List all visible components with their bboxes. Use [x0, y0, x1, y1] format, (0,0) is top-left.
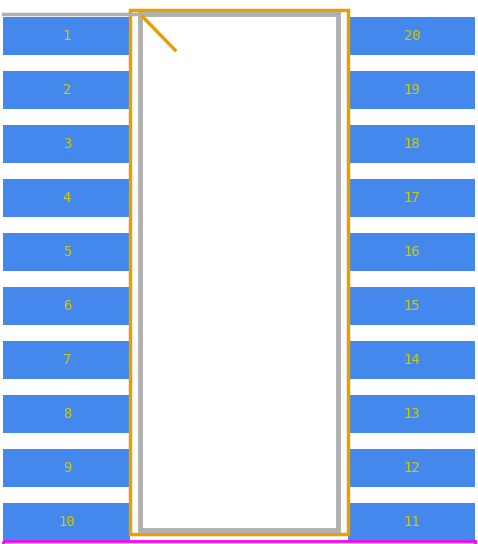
- Bar: [348, 503, 475, 541]
- Text: 3: 3: [63, 137, 71, 151]
- Bar: [348, 125, 475, 163]
- Text: 19: 19: [403, 83, 420, 97]
- Bar: [140, 14, 338, 530]
- Text: 5: 5: [63, 245, 71, 259]
- Bar: [3, 449, 130, 487]
- Bar: [348, 341, 475, 379]
- Text: 14: 14: [403, 353, 420, 367]
- Text: 13: 13: [403, 407, 420, 421]
- Text: 4: 4: [63, 191, 71, 205]
- Text: 1: 1: [63, 29, 71, 43]
- Text: 12: 12: [403, 461, 420, 475]
- Bar: [3, 341, 130, 379]
- Bar: [3, 395, 130, 433]
- Text: 6: 6: [63, 299, 71, 313]
- Text: 11: 11: [403, 515, 420, 529]
- Bar: [3, 71, 130, 109]
- Bar: [3, 287, 130, 325]
- Text: 18: 18: [403, 137, 420, 151]
- Bar: [348, 17, 475, 55]
- Bar: [348, 179, 475, 217]
- Text: 16: 16: [403, 245, 420, 259]
- Bar: [348, 287, 475, 325]
- Text: 10: 10: [59, 515, 76, 529]
- Text: 15: 15: [403, 299, 420, 313]
- Bar: [3, 179, 130, 217]
- Text: 2: 2: [63, 83, 71, 97]
- Bar: [3, 17, 130, 55]
- Text: 7: 7: [63, 353, 71, 367]
- Bar: [130, 10, 348, 534]
- Bar: [348, 449, 475, 487]
- Bar: [3, 503, 130, 541]
- Bar: [348, 233, 475, 271]
- Text: 9: 9: [63, 461, 71, 475]
- Text: 8: 8: [63, 407, 71, 421]
- Bar: [348, 71, 475, 109]
- Bar: [3, 125, 130, 163]
- Text: 20: 20: [403, 29, 420, 43]
- Text: 17: 17: [403, 191, 420, 205]
- Bar: [348, 395, 475, 433]
- Bar: [3, 233, 130, 271]
